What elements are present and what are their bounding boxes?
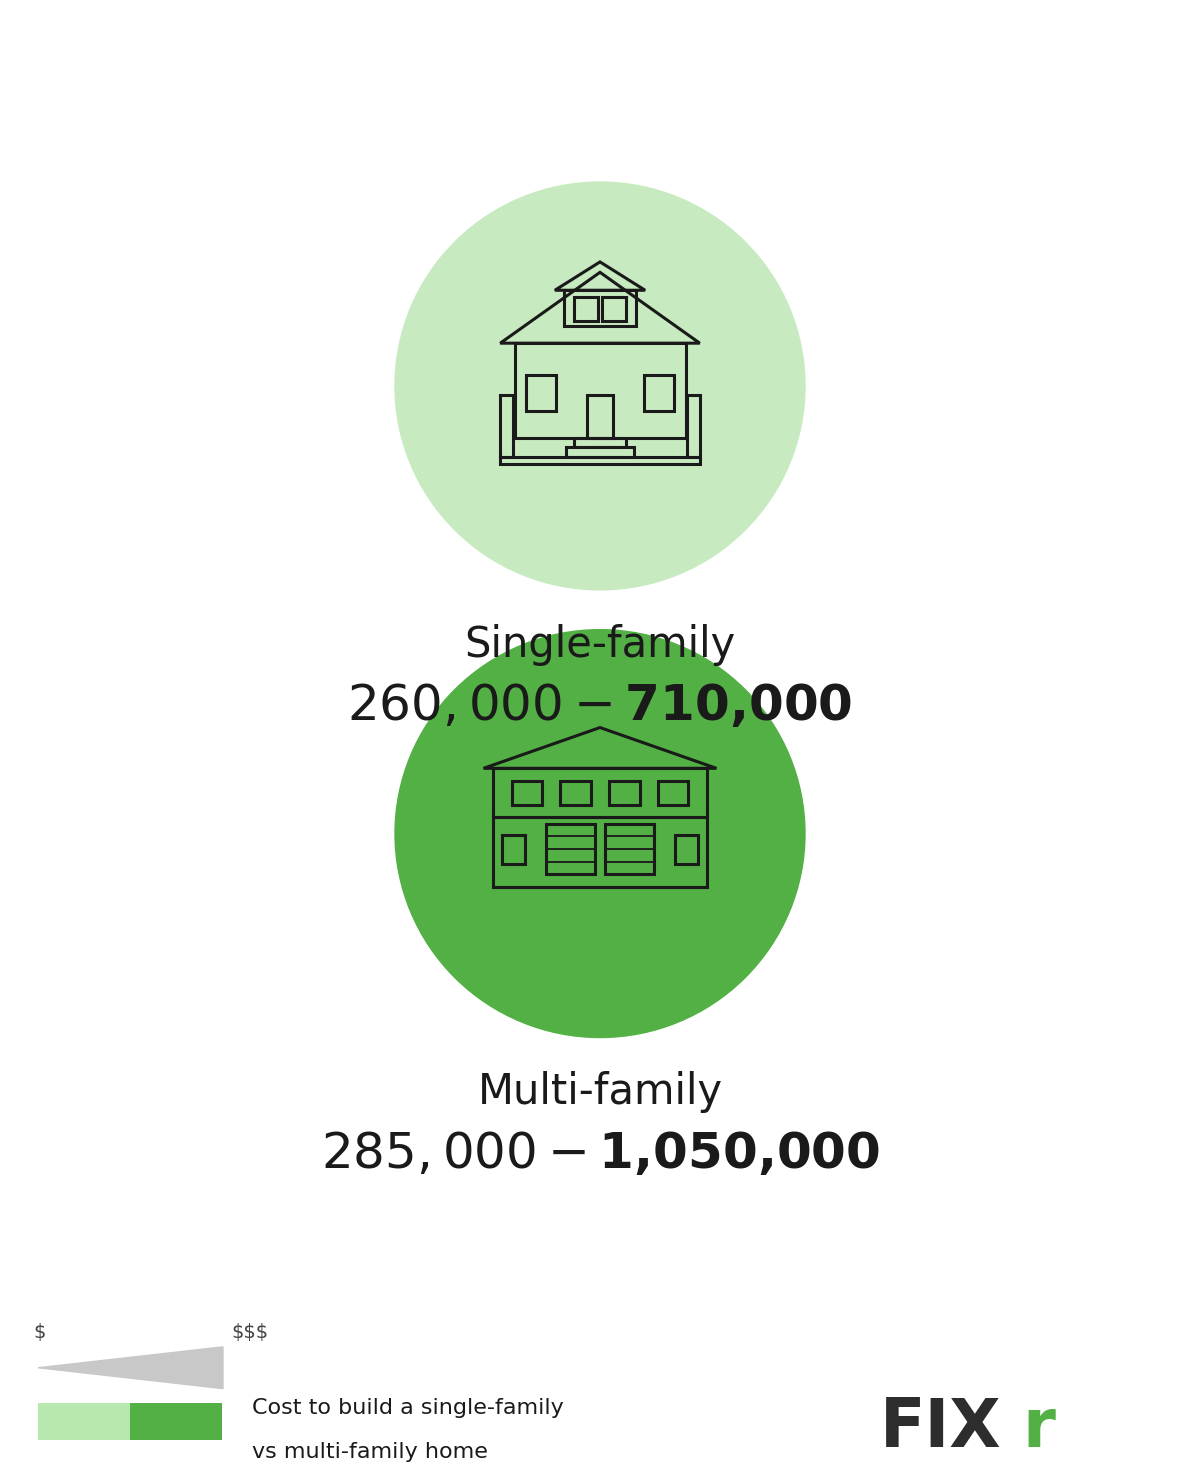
Text: $: $ (34, 1323, 46, 1342)
Text: Cost to build a single-family: Cost to build a single-family (252, 1398, 564, 1418)
Text: $285,000 - $1,050,000: $285,000 - $1,050,000 (320, 1130, 880, 1177)
Text: Multi-family: Multi-family (478, 1072, 722, 1113)
Circle shape (395, 182, 805, 590)
Polygon shape (38, 1346, 223, 1389)
FancyBboxPatch shape (130, 1402, 222, 1440)
Text: $$$: $$$ (230, 1323, 268, 1342)
Text: vs multi-family home: vs multi-family home (252, 1443, 488, 1462)
Text: $260,000 - $710,000: $260,000 - $710,000 (347, 683, 853, 730)
Circle shape (395, 630, 805, 1038)
FancyBboxPatch shape (38, 1402, 130, 1440)
Text: FIX: FIX (880, 1395, 1002, 1461)
Text: Single-family: Single-family (464, 624, 736, 665)
Text: r: r (1022, 1395, 1055, 1461)
